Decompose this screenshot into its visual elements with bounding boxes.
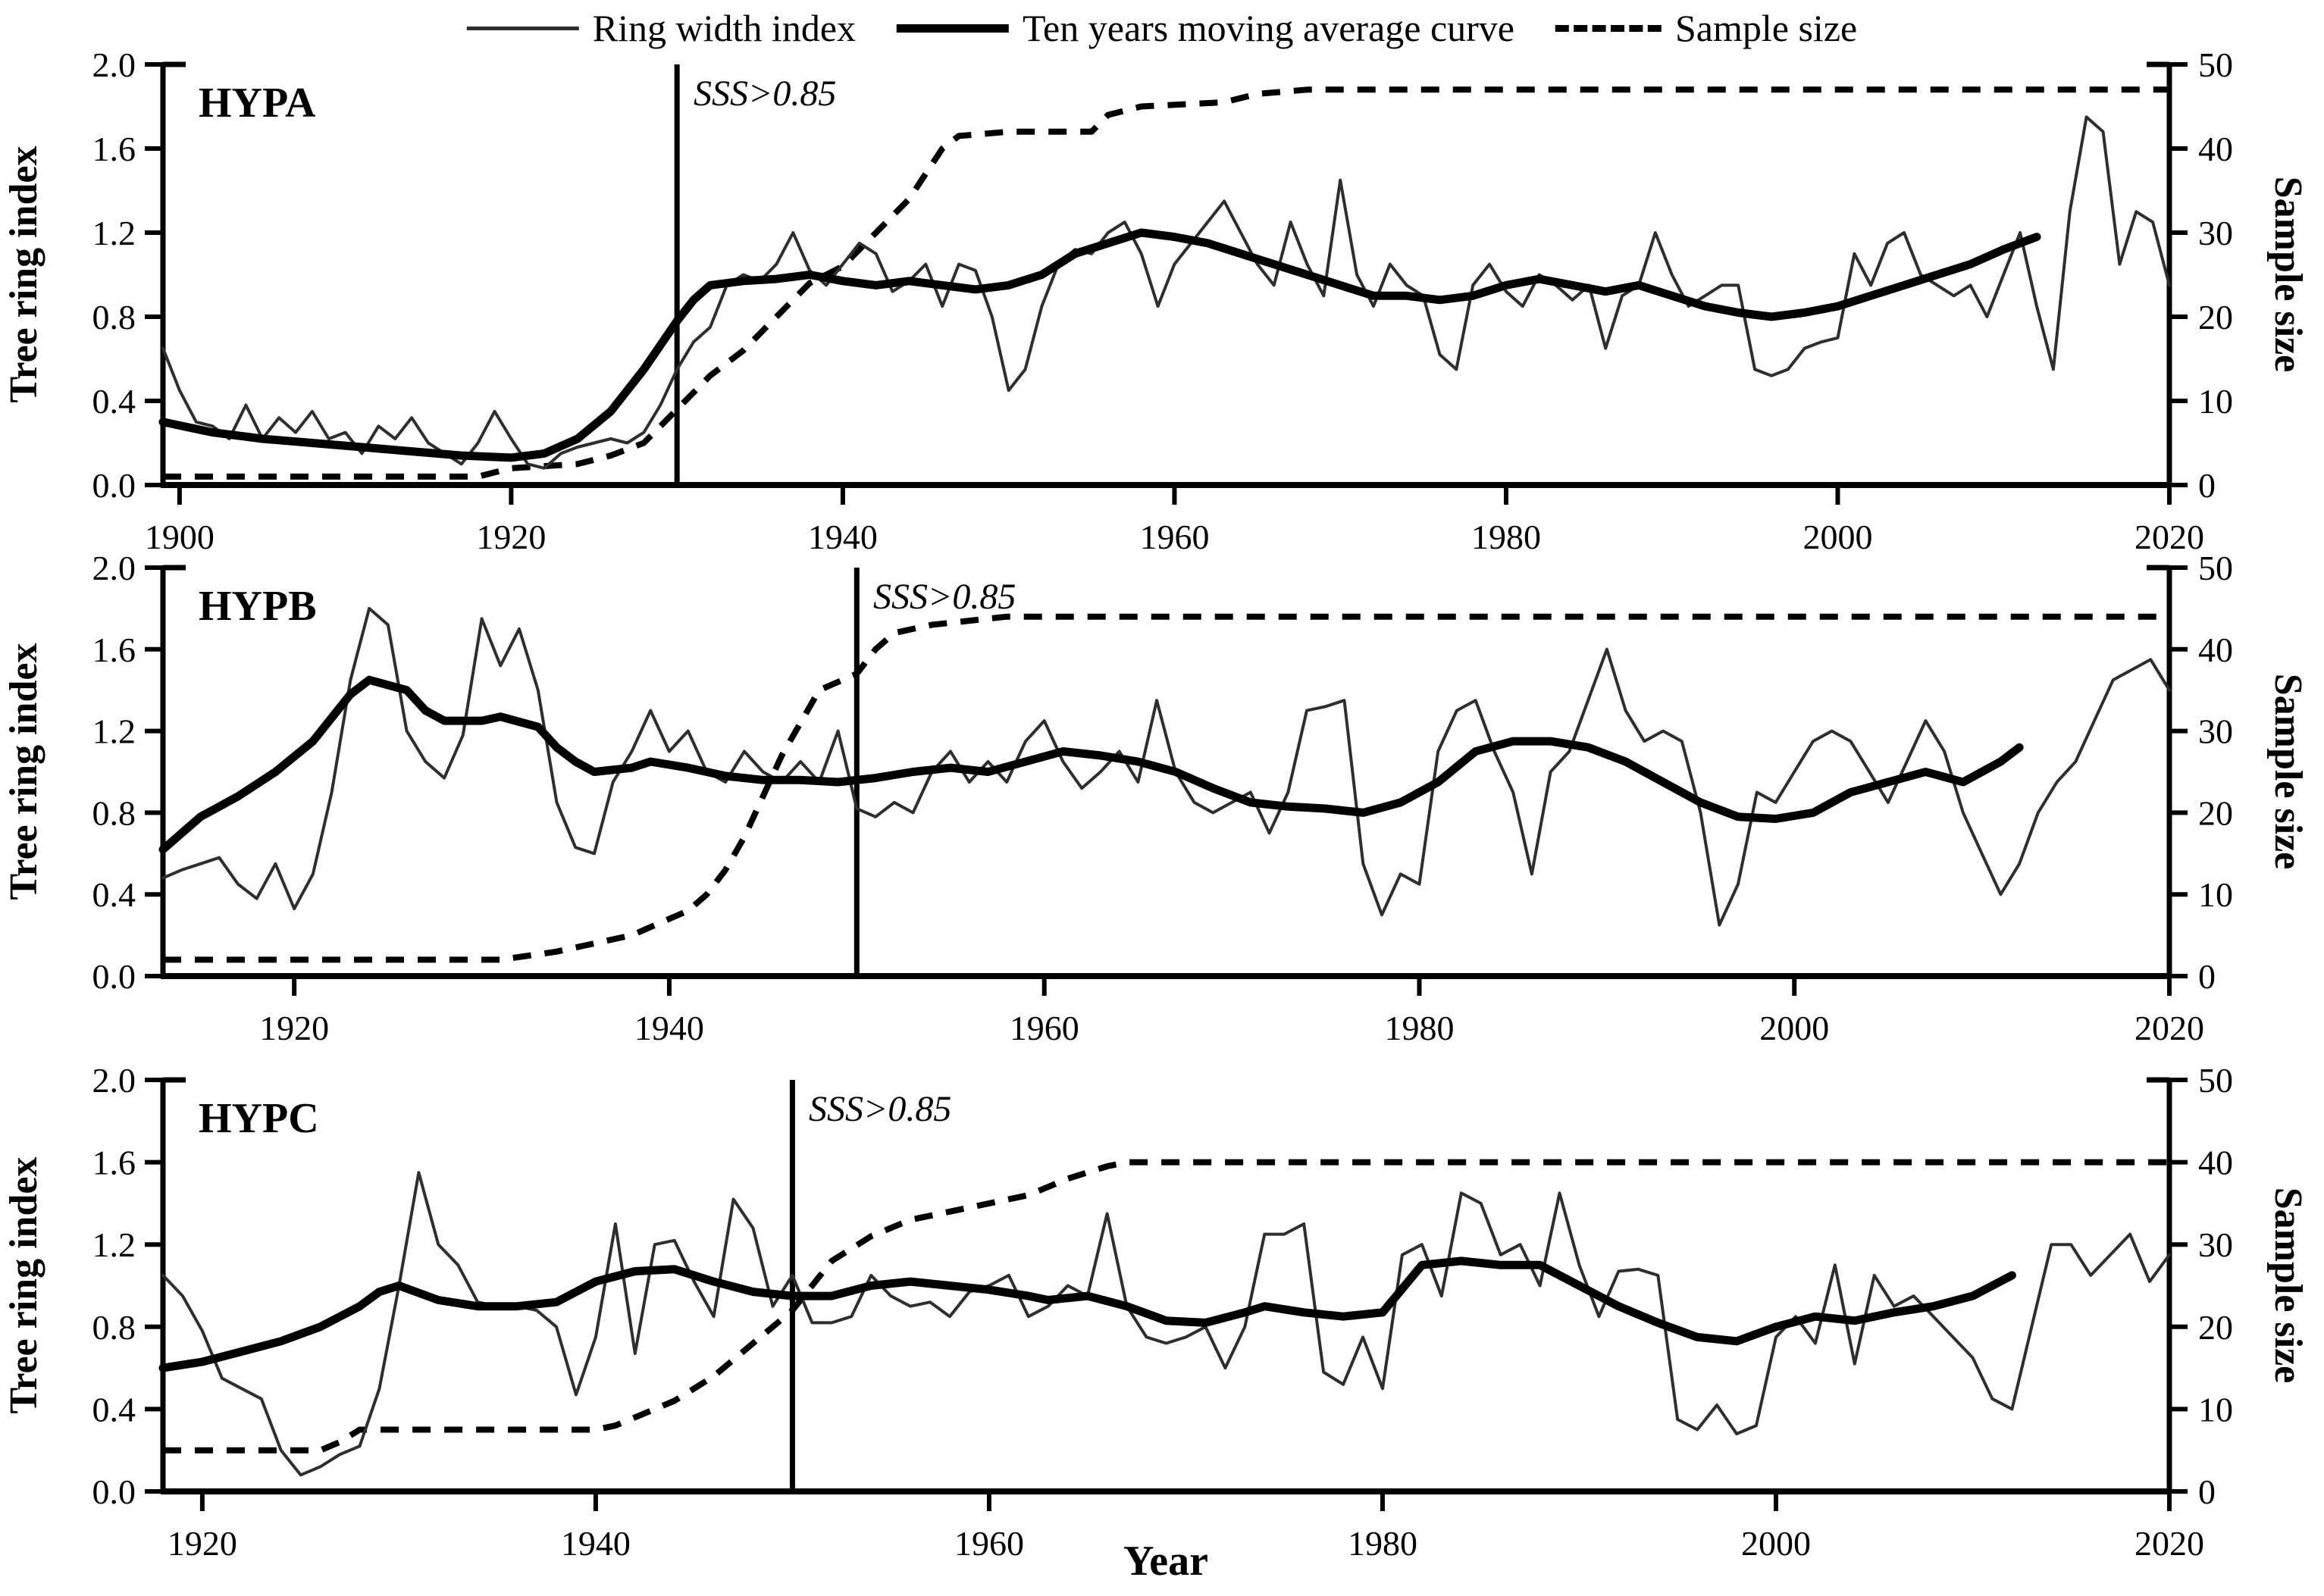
ring-width-index-curve-HYPB bbox=[161, 606, 2171, 927]
y-right-tick-label-HYPC-10: 10 bbox=[2198, 1390, 2233, 1429]
panel-title-hypc: HYPC bbox=[199, 1095, 319, 1142]
legend: Ring width index Ten years moving averag… bbox=[466, 2, 1857, 55]
y-left-tick-label-HYPB-2.0: 2.0 bbox=[92, 549, 136, 587]
y-right-tick-label-HYPB-40: 40 bbox=[2198, 631, 2233, 669]
y-left-tick-label-HYPC-0.0: 0.0 bbox=[92, 1472, 136, 1511]
y-axis-title-sample-size-3: Sample size bbox=[2266, 1187, 2310, 1384]
y-left-tick-label-HYPC-0.8: 0.8 bbox=[92, 1308, 136, 1347]
y-right-tick-label-HYPB-20: 20 bbox=[2198, 793, 2233, 832]
x-tick-label-HYPC-2020: 2020 bbox=[2135, 1524, 2204, 1563]
y-right-tick-label-HYPC-20: 20 bbox=[2198, 1308, 2233, 1347]
x-tick-label-HYPA-2000: 2000 bbox=[1803, 518, 1872, 556]
x-tick-label-HYPB-2000: 2000 bbox=[1759, 1009, 1829, 1047]
y-left-tick-label-HYPB-0.4: 0.4 bbox=[92, 875, 136, 914]
y-left-tick-label-HYPB-0.0: 0.0 bbox=[92, 957, 136, 996]
y-axis-title-sample-size-2: Sample size bbox=[2266, 673, 2310, 870]
thick-line-swatch bbox=[897, 23, 1010, 33]
y-left-tick-label-HYPB-0.8: 0.8 bbox=[92, 793, 136, 832]
y-right-tick-label-HYPA-0: 0 bbox=[2198, 466, 2216, 505]
sss-annotation-hypc: SSS>0.85 bbox=[809, 1089, 952, 1129]
x-tick-label-HYPC-1920: 1920 bbox=[168, 1524, 237, 1563]
y-axis-title-tree-ring-index-2: Tree ring index bbox=[2, 643, 45, 900]
y-axis-title-sample-size-1: Sample size bbox=[2266, 176, 2310, 373]
y-right-tick-label-HYPA-40: 40 bbox=[2198, 130, 2233, 168]
legend-label-moving-average: Ten years moving average curve bbox=[1023, 7, 1514, 49]
y-right-tick-label-HYPC-40: 40 bbox=[2198, 1144, 2233, 1182]
sample-size-curve-HYPB bbox=[163, 613, 2169, 963]
moving-average-curve-HYPA bbox=[158, 228, 2041, 462]
y-right-tick-label-HYPA-50: 50 bbox=[2198, 45, 2233, 84]
moving-average-curve-HYPB bbox=[158, 675, 2024, 854]
panel-title-hypb: HYPB bbox=[199, 583, 317, 630]
y-right-tick-label-HYPB-0: 0 bbox=[2198, 957, 2216, 996]
y-right-tick-label-HYPC-0: 0 bbox=[2198, 1472, 2216, 1511]
x-tick-label-HYPB-1920: 1920 bbox=[259, 1009, 329, 1047]
legend-label-sample-size: Sample size bbox=[1674, 7, 1858, 49]
sss-annotation-hypb: SSS>0.85 bbox=[873, 577, 1016, 617]
legend-item-moving-average: Ten years moving average curve bbox=[897, 9, 1514, 47]
x-tick-label-HYPB-1980: 1980 bbox=[1384, 1009, 1454, 1047]
y-left-tick-label-HYPB-1.6: 1.6 bbox=[92, 631, 136, 669]
y-right-tick-label-HYPB-50: 50 bbox=[2198, 549, 2233, 587]
y-left-tick-label-HYPB-1.2: 1.2 bbox=[92, 712, 136, 751]
x-tick-label-HYPC-1940: 1940 bbox=[561, 1524, 631, 1563]
y-left-tick-label-HYPC-0.4: 0.4 bbox=[92, 1390, 136, 1429]
y-right-tick-label-HYPA-20: 20 bbox=[2198, 298, 2233, 336]
moving-average-curve-HYPC bbox=[158, 1256, 2016, 1372]
y-left-tick-label-HYPA-0.4: 0.4 bbox=[92, 382, 136, 421]
x-tick-label-HYPA-1980: 1980 bbox=[1471, 518, 1541, 556]
legend-item-sample-size: Sample size bbox=[1555, 9, 1857, 47]
y-left-tick-label-HYPA-1.6: 1.6 bbox=[92, 130, 136, 168]
x-tick-label-HYPA-1940: 1940 bbox=[808, 518, 878, 556]
x-tick-label-HYPA-2020: 2020 bbox=[2135, 518, 2204, 556]
x-tick-label-HYPA-1920: 1920 bbox=[476, 518, 546, 556]
y-axis-title-tree-ring-index-3: Tree ring index bbox=[2, 1156, 45, 1414]
y-right-tick-label-HYPB-30: 30 bbox=[2198, 712, 2233, 751]
y-left-tick-label-HYPA-0.0: 0.0 bbox=[92, 466, 136, 505]
y-left-tick-label-HYPC-1.6: 1.6 bbox=[92, 1144, 136, 1182]
legend-item-ring-width-index: Ring width index bbox=[466, 7, 857, 49]
sss-annotation-hypa: SSS>0.85 bbox=[694, 74, 837, 114]
y-right-tick-label-HYPA-10: 10 bbox=[2198, 382, 2233, 421]
y-right-tick-label-HYPC-50: 50 bbox=[2198, 1061, 2233, 1100]
sample-size-curve-HYPC bbox=[163, 1159, 2169, 1454]
y-left-tick-label-HYPA-1.2: 1.2 bbox=[92, 214, 136, 252]
y-axis-title-tree-ring-index-1: Tree ring index bbox=[2, 146, 45, 403]
x-tick-label-HYPA-1960: 1960 bbox=[1139, 518, 1209, 556]
x-tick-label-HYPC-1960: 1960 bbox=[954, 1524, 1024, 1563]
x-tick-label-HYPB-2020: 2020 bbox=[2135, 1009, 2204, 1047]
x-tick-label-HYPB-1940: 1940 bbox=[634, 1009, 704, 1047]
x-tick-label-HYPC-1980: 1980 bbox=[1348, 1524, 1417, 1563]
x-tick-label-HYPA-1900: 1900 bbox=[145, 518, 215, 556]
panel-title-hypa: HYPA bbox=[199, 80, 316, 127]
x-tick-label-HYPB-1960: 1960 bbox=[1010, 1009, 1079, 1047]
y-left-tick-label-HYPA-0.8: 0.8 bbox=[92, 298, 136, 336]
y-right-tick-label-HYPB-10: 10 bbox=[2198, 875, 2233, 914]
y-left-tick-label-HYPC-2.0: 2.0 bbox=[92, 1061, 136, 1100]
thin-line-swatch bbox=[466, 26, 579, 30]
dashed-line-swatch bbox=[1555, 24, 1662, 32]
legend-label-ring-width-index: Ring width index bbox=[592, 7, 857, 49]
y-left-tick-label-HYPA-2.0: 2.0 bbox=[92, 45, 136, 84]
y-right-tick-label-HYPC-30: 30 bbox=[2198, 1225, 2233, 1264]
y-left-tick-label-HYPC-1.2: 1.2 bbox=[92, 1225, 136, 1264]
x-axis-title-year: Year bbox=[1123, 1538, 1208, 1585]
x-tick-label-HYPC-2000: 2000 bbox=[1741, 1524, 1811, 1563]
y-right-tick-label-HYPA-30: 30 bbox=[2198, 214, 2233, 252]
sample-size-curve-HYPA bbox=[163, 86, 2169, 480]
ring-width-index-curve-HYPA bbox=[161, 115, 2171, 470]
